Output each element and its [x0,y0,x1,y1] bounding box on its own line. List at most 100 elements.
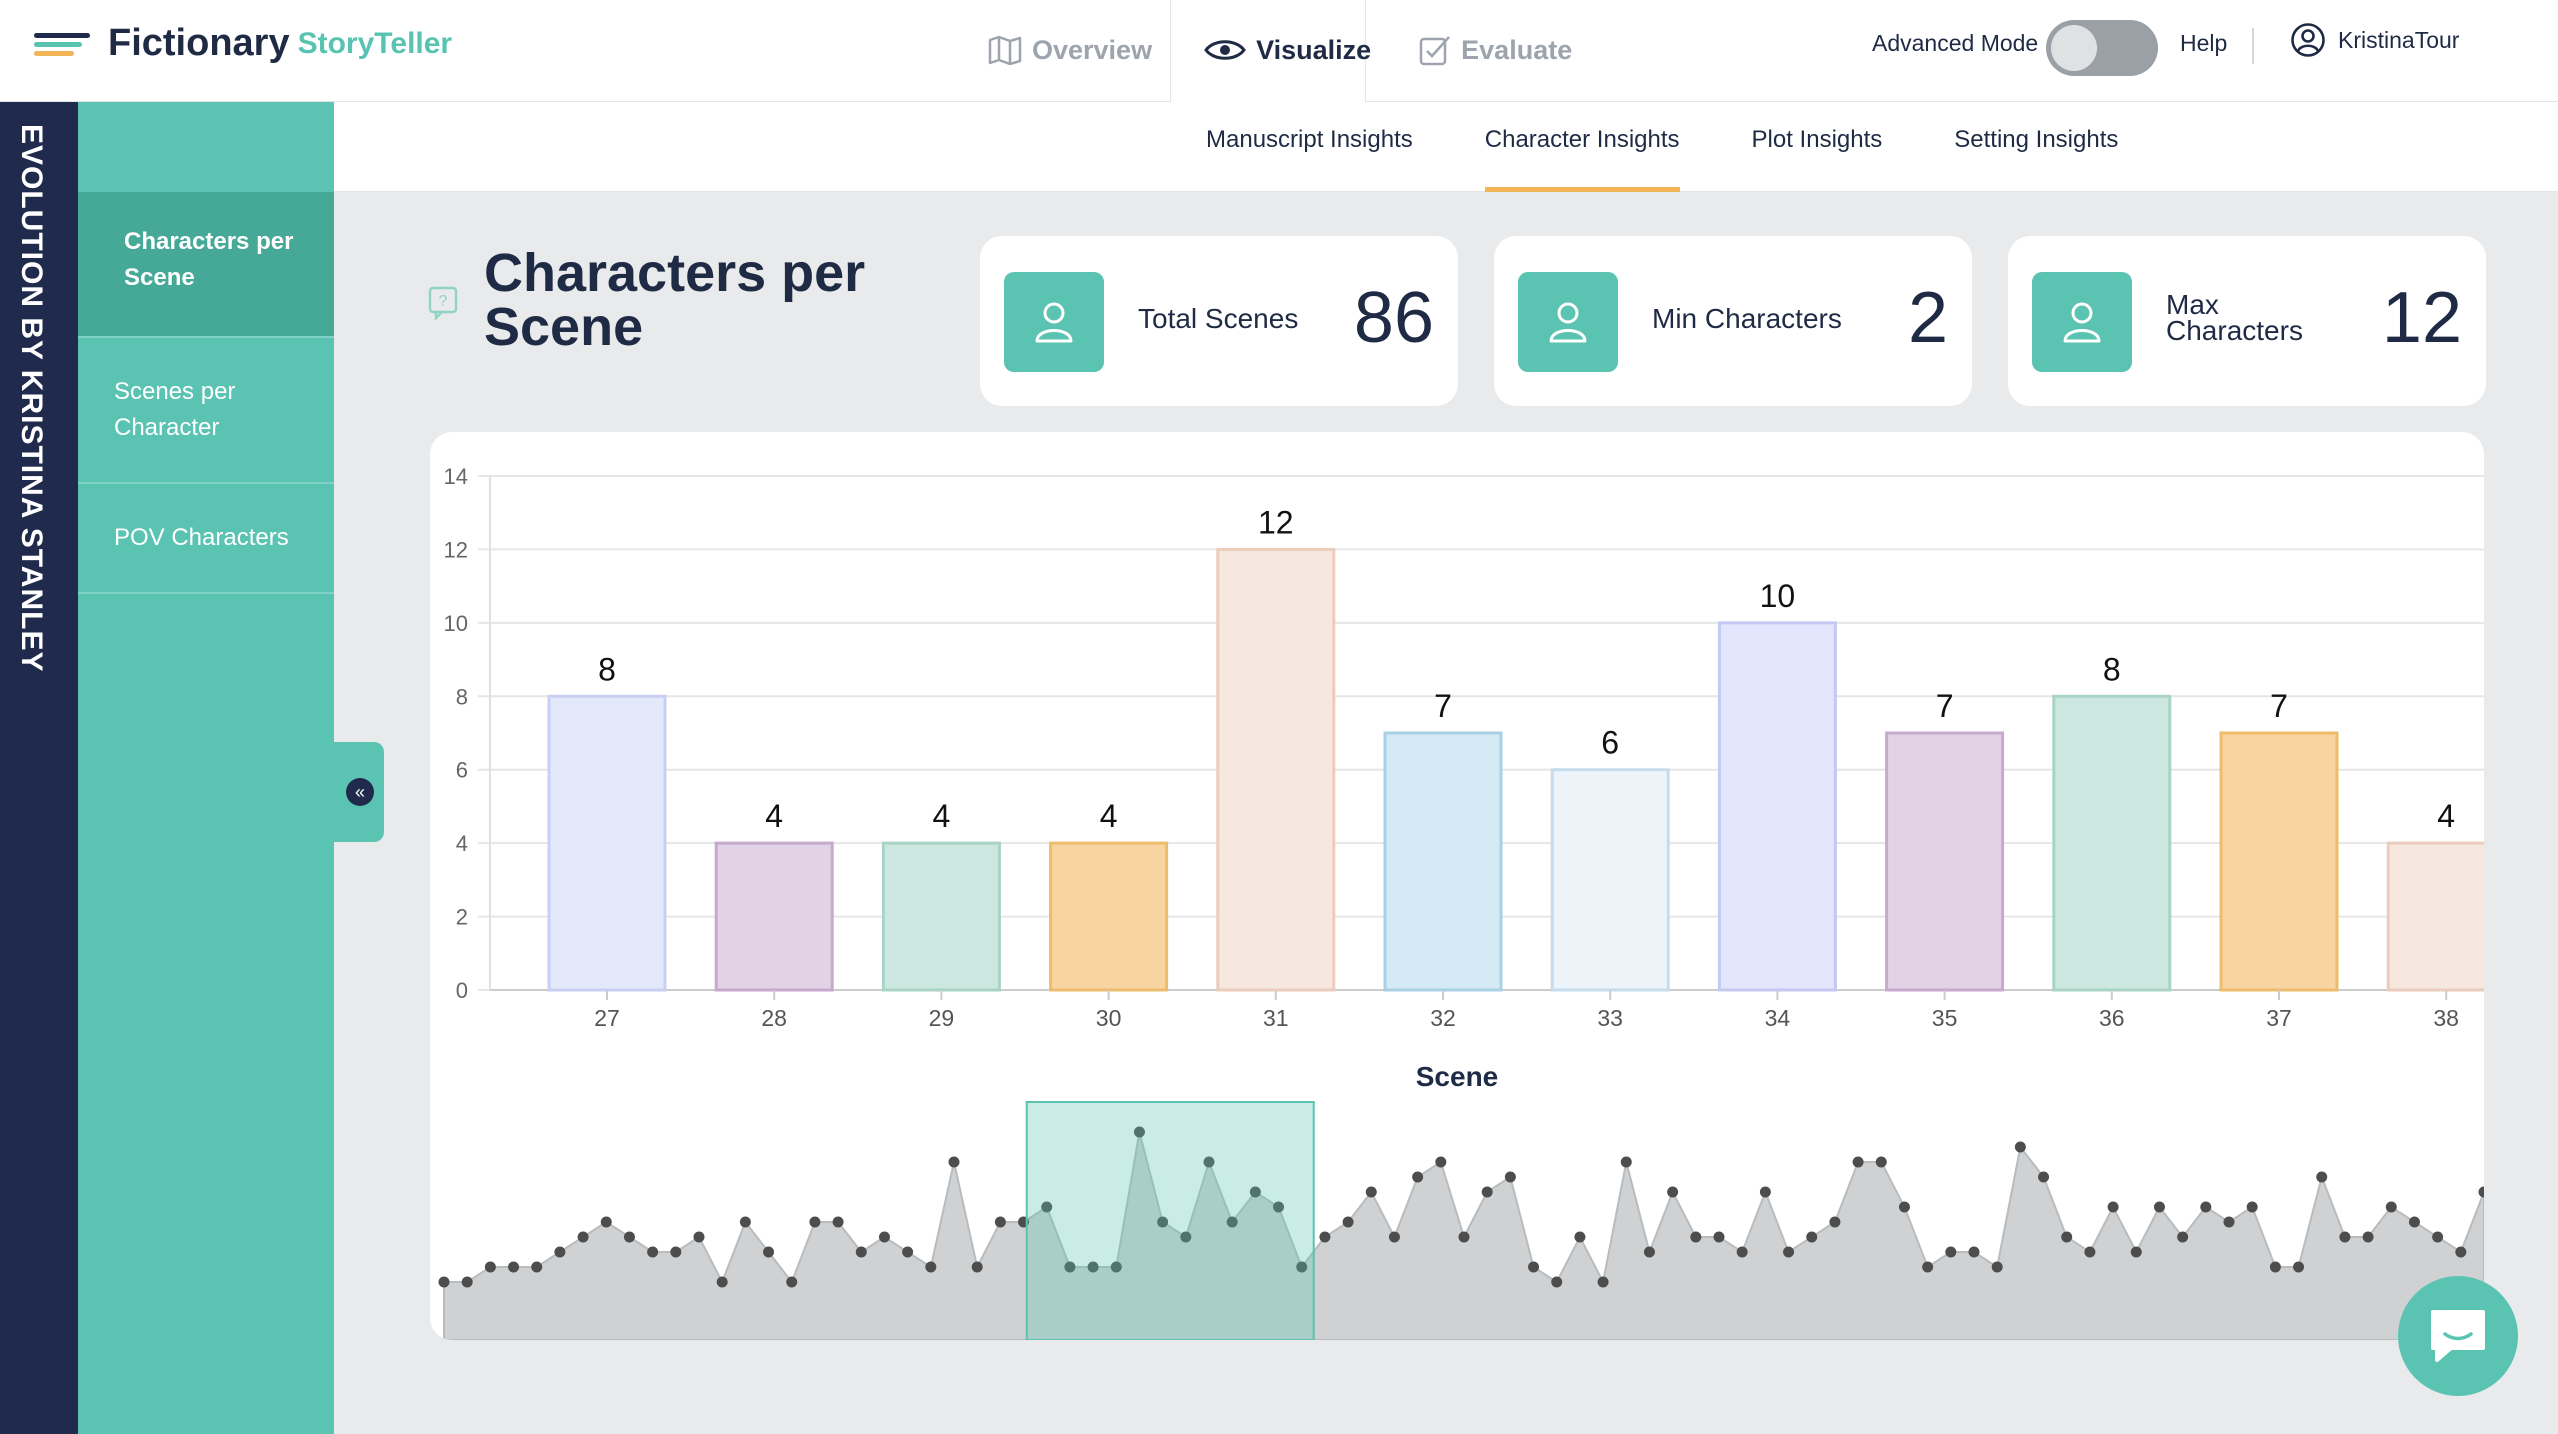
overview-point [2362,1231,2374,1243]
map-icon [988,35,1022,65]
overview-point [2385,1201,2397,1213]
main-nav: Overview Visualize Evaluate [988,0,1598,100]
tab-character-insights[interactable]: Character Insights [1484,102,1680,192]
eye-icon [1204,40,1246,60]
overview-point [1875,1156,1887,1168]
nav-overview[interactable]: Overview [988,35,1152,66]
nav-overview-label: Overview [1032,34,1153,65]
tab-manuscript-insights[interactable]: Manuscript Insights [1206,126,1413,153]
overview-point [2432,1231,2444,1243]
x-tick-label: 36 [2099,1005,2125,1031]
bar-data-label: 12 [1258,504,1294,540]
tab-plot-insights[interactable]: Plot Insights [1751,126,1883,153]
overview-point [670,1246,682,1258]
question-icon[interactable]: ? [428,286,458,320]
overview-point [2084,1246,2096,1258]
overview-point [2107,1201,2119,1213]
overview-point [693,1231,705,1243]
advanced-mode-toggle[interactable] [2046,20,2158,76]
overview-point [2038,1171,2050,1183]
overview-point [2316,1171,2328,1183]
bar-data-label: 7 [1936,688,1954,724]
help-link[interactable]: Help [2180,30,2228,56]
user-menu[interactable]: KristinaTour [2290,22,2459,58]
sidebar-item-label: POV Characters [114,524,289,551]
nav-active-indicator [1170,0,1366,102]
overview-point [855,1246,867,1258]
nav-evaluate[interactable]: Evaluate [1419,34,1572,66]
nav-evaluate-label: Evaluate [1461,34,1573,65]
overview-point [1551,1276,1563,1288]
bar [1216,547,1336,992]
overview-point [1041,1201,1053,1213]
x-axis-title: Scene [1416,1061,1499,1092]
overview-point [1574,1231,1586,1243]
y-tick-label: 4 [456,831,468,856]
overview-point [1991,1261,2003,1273]
app-logo[interactable]: Fictionary StoryTeller [34,22,452,65]
stat-value: 2 [1907,278,1948,358]
y-tick-label: 8 [456,684,468,709]
bar [1049,841,1169,992]
bar-data-label: 8 [2103,651,2121,687]
bar-data-label: 4 [1100,798,1118,834]
bar [881,841,1001,992]
person-icon [2032,272,2132,372]
bar-data-label: 6 [1601,725,1619,761]
overview-point [832,1216,844,1228]
bar [2052,694,2172,992]
insights-tabs: Manuscript Insights Character Insights P… [1206,102,2190,192]
overview-point [1852,1156,1864,1168]
overview-point [647,1246,659,1258]
sidebar-item-characters-per-scene[interactable]: Characters per Scene [78,192,334,338]
overview-point [1064,1261,1076,1273]
y-tick-label: 0 [456,978,468,1003]
top-bar: Fictionary StoryTeller Overview Visualiz… [0,0,2558,102]
chat-icon [2431,1310,2485,1362]
stat-card-max-characters: Max Characters 12 [2008,236,2486,406]
overview-point [2061,1231,2073,1243]
overview-point [2293,1261,2305,1273]
x-tick-label: 27 [594,1005,620,1031]
overview-point [1203,1156,1215,1168]
overview-point [1806,1231,1818,1243]
characters-per-scene-chart: 0 2 4 6 8 10 12 14 8 27 4 28 4 29 4 30 12 31 7 32 6 33 10 34 7 35… [430,432,2484,1340]
overview-point [1180,1231,1192,1243]
y-tick-label: 2 [456,905,468,930]
bar-data-label: 4 [2437,798,2455,834]
bar-data-label: 4 [765,798,783,834]
sidebar-item-scenes-per-character[interactable]: Scenes per Character [78,338,334,484]
overview-point [739,1216,751,1228]
x-tick-label: 28 [761,1005,787,1031]
overview-point [1898,1201,1910,1213]
overview-point [1504,1171,1516,1183]
bar [2219,731,2339,992]
overview-point [1388,1231,1400,1243]
chat-launcher-button[interactable] [2398,1276,2518,1396]
sidebar-item-label: Scenes per Character [114,378,236,441]
chart-svg: 0 2 4 6 8 10 12 14 8 27 4 28 4 29 4 30 12 31 7 32 6 33 10 34 7 35… [438,464,2484,1340]
bar-data-label: 4 [933,798,951,834]
bar-data-label: 8 [598,651,616,687]
overview-point [2339,1231,2351,1243]
sidebar-item-pov-characters[interactable]: POV Characters [78,484,334,594]
bar [2386,841,2484,992]
user-name: KristinaTour [2338,26,2460,53]
overview-point [1922,1261,1934,1273]
overview-selection-brush[interactable] [1025,1101,1315,1340]
x-tick-label: 34 [1765,1005,1791,1031]
logo-brand: Fictionary [108,22,290,64]
project-title: EVOLUTION BY KRISTINA STANLEY [15,124,48,673]
stat-value: 86 [1353,278,1434,358]
overview-point [878,1231,890,1243]
nav-visualize-label: Visualize [1256,34,1372,65]
sidebar-collapse-button[interactable]: « [334,742,384,842]
overview-point [2269,1261,2281,1273]
toggle-knob [2051,25,2097,71]
nav-visualize[interactable]: Visualize [1204,35,1371,66]
overview-point [1945,1246,1957,1258]
overview-point [2408,1216,2420,1228]
tab-setting-insights[interactable]: Setting Insights [1954,126,2119,153]
bar [714,841,834,992]
bar-data-label: 7 [1434,688,1452,724]
